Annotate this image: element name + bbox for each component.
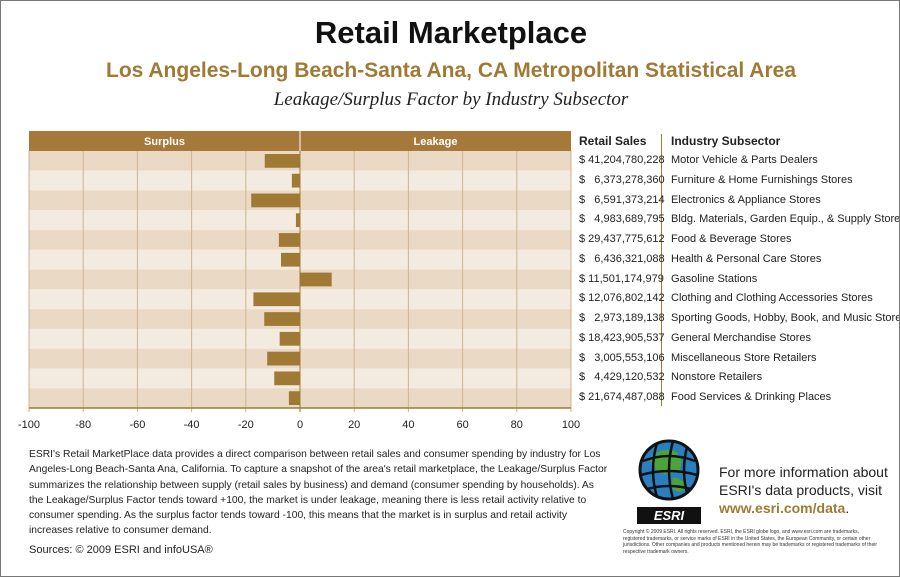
info-line-2: ESRI's data products, visit [719,482,882,498]
chart-title: Leakage/Surplus Factor by Industry Subse… [273,89,629,110]
retail-sales-value: $ 41,204,780,228 [579,154,665,166]
retail-sales-value: $ 2,973,189,138 [579,312,665,325]
info-period: . [845,500,850,516]
industry-subsector-label: Food Services & Drinking Places [671,391,832,404]
x-tick-label: 40 [402,419,414,431]
info-block: For more information about ESRI's data p… [719,463,888,517]
industry-subsector-label: Bldg. Materials, Garden Equip., & Supply… [671,213,900,226]
bar-8 [264,312,300,326]
x-tick-label: 20 [348,419,360,431]
x-tick-label: -80 [75,419,91,431]
bar-12 [288,391,300,405]
retail-sales-value: $ 11,501,174,979 [579,272,664,285]
x-tick-label: -60 [129,419,145,431]
bar-9 [279,331,300,346]
retail-sales-value: $ 29,437,775,612 [579,233,665,246]
x-tick-label: 100 [562,419,580,431]
x-tick-label: -100 [18,419,40,431]
industry-subsector-label: Miscellaneous Store Retailers [671,351,817,364]
bar-6 [300,272,332,287]
x-tick-label: 80 [511,419,523,431]
industry-subsector-label: General Merchandise Stores [671,331,812,344]
x-tick-label: 0 [297,419,303,431]
esri-globe-logo: ESRI [637,439,701,524]
x-tick-label: 60 [456,419,468,431]
bar-0 [264,154,300,168]
bar-10 [267,351,300,366]
industry-subsector-label: Nonstore Retailers [671,371,763,384]
bar-4 [278,233,300,247]
industry-subsector-label: Electronics & Appliance Stores [671,193,821,206]
bar-11 [274,371,300,386]
industry-subsector-label: Health & Personal Care Stores [671,252,822,265]
surplus-label: Surplus [144,136,185,148]
retail-sales-value: $ 4,983,689,795 [579,213,665,226]
info-line-1: For more information about [719,464,888,480]
table-divider [661,134,662,406]
bar-7 [253,292,300,307]
industry-subsector-label: Sporting Goods, Hobby, Book, and Music S… [671,312,900,325]
bar-3 [295,213,300,228]
retail-sales-value: $ 6,436,321,088 [579,252,665,265]
logo-text: ESRI [654,508,685,523]
x-tick-label: -20 [238,419,254,431]
industry-subsector-header: Industry Subsector [671,134,781,148]
retail-sales-header: Retail Sales [579,134,647,148]
retail-sales-value: $ 21,674,487,088 [579,391,665,404]
industry-subsector-label: Motor Vehicle & Parts Dealers [671,154,818,166]
leakage-label: Leakage [413,136,457,148]
bar-2 [251,193,300,208]
retail-sales-value: $ 18,423,905,537 [579,331,665,344]
copyright-text: Copyright © 2009 ESRI. All rights reserv… [623,529,878,555]
industry-subsector-label: Food & Beverage Stores [671,233,792,246]
industry-subsector-label: Furniture & Home Furnishings Stores [671,173,853,186]
page-subtitle: Los Angeles-Long Beach-Santa Ana, CA Met… [106,59,796,82]
retail-sales-value: $ 6,591,373,214 [579,193,665,206]
bar-5 [281,252,300,267]
retail-sales-value: $ 12,076,802,142 [579,292,665,305]
sources-text: Sources: © 2009 ESRI and infoUSA® [29,544,213,556]
retail-sales-value: $ 6,373,278,360 [579,173,665,186]
retail-sales-value: $ 3,005,553,106 [579,351,665,364]
page-title: Retail Marketplace [314,15,588,50]
bar-1 [291,173,300,188]
x-tick-label: -40 [184,419,200,431]
retail-sales-value: $ 4,429,120,532 [579,371,665,384]
esri-data-link[interactable]: www.esri.com/data [719,500,846,516]
industry-subsector-label: Clothing and Clothing Accessories Stores [671,292,873,305]
leakage-surplus-chart: Surplus Leakage -100 -80 -60 -40 -20 0 20 40 60 80 1… [18,131,580,431]
industry-subsector-label: Gasoline Stations [671,272,758,285]
description-text: ESRI's Retail MarketPlace data provides … [29,449,608,537]
